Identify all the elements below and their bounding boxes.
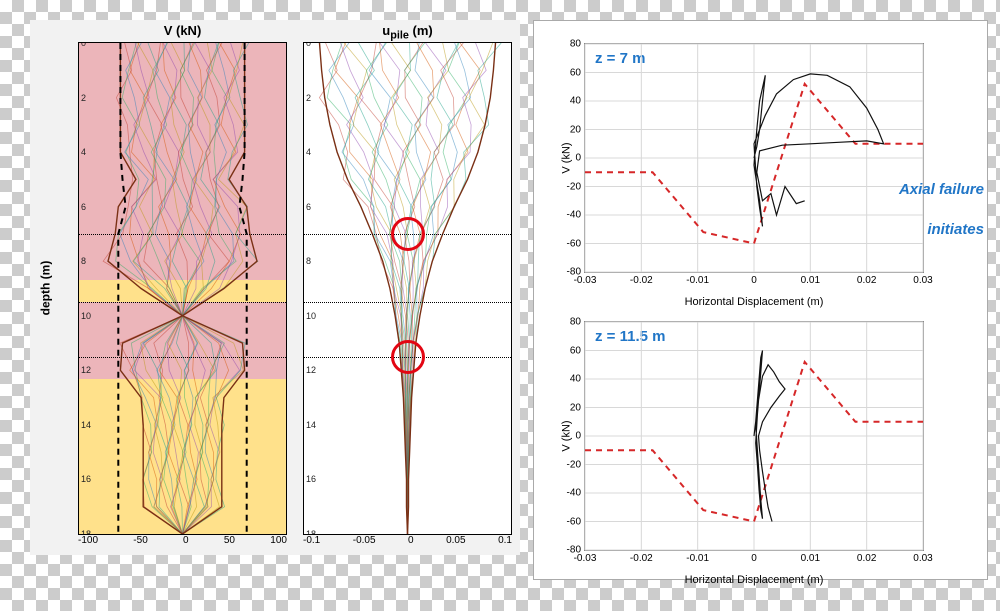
depth-axis-label: depth (m): [38, 260, 52, 315]
annotation-line1: Axial failure: [899, 181, 984, 198]
panel-b-title: upile (m): [295, 20, 520, 42]
panel-a-title: V (kN): [70, 20, 295, 42]
left-panel-group: depth (m) V (kN) 024681012141618 -100-50…: [30, 20, 520, 555]
plot-b-xaxis: -0.1-0.0500.050.1: [303, 535, 512, 555]
plot-b-area: 024681012141618: [303, 42, 512, 535]
chart-z11: V (kN) Horizontal Displacement (m) z = 1…: [584, 321, 924, 551]
panel-v-kn: V (kN) 024681012141618 -100-50050100: [70, 20, 295, 555]
chart-z7: V (kN) Horizontal Displacement (m) z = 7…: [584, 43, 924, 273]
chart-z7-xlabel: Horizontal Displacement (m): [585, 296, 923, 308]
right-panel-group: V (kN) Horizontal Displacement (m) z = 7…: [533, 20, 988, 580]
annotation-line2: initiates: [927, 221, 984, 238]
plot-a-xaxis: -100-50050100: [78, 535, 287, 555]
plot-a-area: 024681012141618: [78, 42, 287, 535]
chart-z11-xlabel: Horizontal Displacement (m): [585, 574, 923, 586]
panel-upile: upile (m) 024681012141618 -0.1-0.0500.05…: [295, 20, 520, 555]
